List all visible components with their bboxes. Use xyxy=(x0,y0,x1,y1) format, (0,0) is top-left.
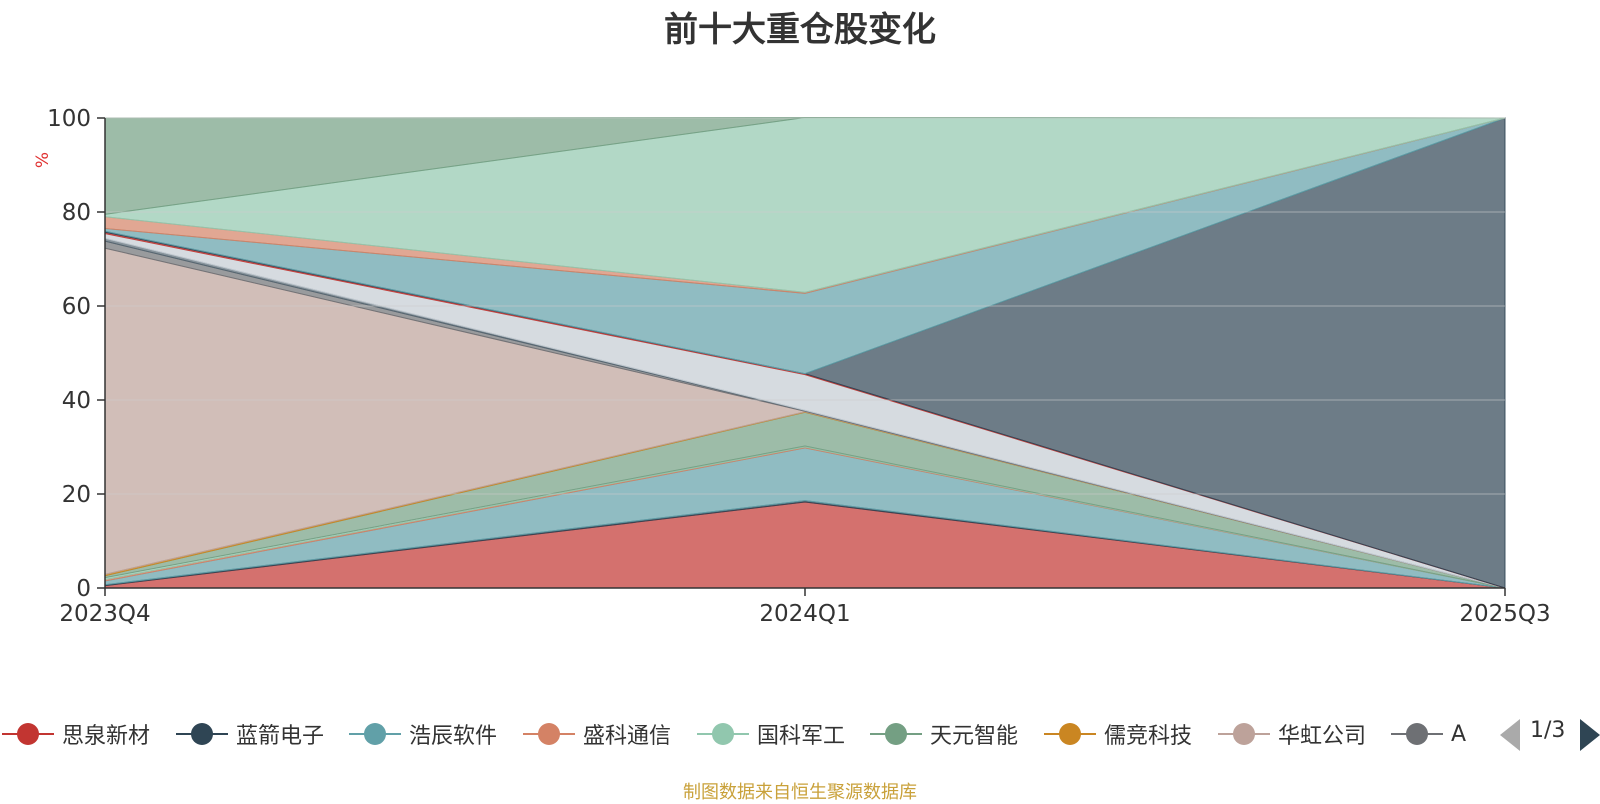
legend-label: 蓝箭电子 xyxy=(236,724,325,749)
grid-layer xyxy=(105,117,1505,495)
source-note: 制图数据来自恒生聚源数据库 xyxy=(683,782,917,803)
legend-item[interactable]: A xyxy=(1391,714,1466,754)
legend-item[interactable]: 儒竞科技 xyxy=(1044,714,1192,754)
legend-marker-icon xyxy=(1044,714,1096,754)
legend-label: 浩辰软件 xyxy=(409,724,498,749)
legend-item[interactable]: 国科军工 xyxy=(697,714,845,754)
legend-item[interactable]: 华虹公司 xyxy=(1218,714,1366,754)
legend-marker-icon xyxy=(1218,714,1270,754)
axis-layer: 0 20 40 60 80 100 2023Q4 2024Q1 2025Q3% xyxy=(33,106,1551,627)
legend-label: 天元智能 xyxy=(930,724,1019,749)
legend-item[interactable]: 思泉新材 xyxy=(2,714,150,754)
legend-label: 思泉新材 xyxy=(62,724,151,749)
y-tick-label: 60 xyxy=(62,294,91,320)
y-tick-label: 80 xyxy=(62,200,91,226)
legend-marker-icon xyxy=(697,714,749,754)
y-tick-label: 40 xyxy=(62,388,91,414)
series-layer xyxy=(104,117,1506,589)
legend-item[interactable]: 浩辰软件 xyxy=(349,714,497,754)
legend-marker-icon xyxy=(176,714,228,754)
legend-label: A xyxy=(1451,721,1467,747)
legend-label: 国科军工 xyxy=(757,724,846,749)
legend-marker-icon xyxy=(349,714,401,754)
legend-prev-page-button[interactable] xyxy=(1500,719,1520,751)
x-tick-label: 2023Q4 xyxy=(59,601,150,627)
y-tick-label: 0 xyxy=(76,576,91,602)
legend-marker-icon xyxy=(2,714,54,754)
legend-next-page-button[interactable] xyxy=(1580,719,1600,751)
y-tick-label: 100 xyxy=(47,106,91,132)
legend-item[interactable]: 天元智能 xyxy=(870,714,1018,754)
y-axis-unit-label: % xyxy=(33,152,53,168)
x-tick-label: 2025Q3 xyxy=(1459,601,1550,627)
legend-page-indicator: 1/3 xyxy=(1530,718,1566,743)
legend-marker-icon xyxy=(523,714,575,754)
chart-title: 前十大重仓股变化 xyxy=(664,10,936,50)
legend-label: 盛科通信 xyxy=(583,724,672,749)
legend-label: 华虹公司 xyxy=(1278,724,1367,749)
legend-marker-icon xyxy=(1391,714,1443,754)
legend: 思泉新材 蓝箭电子 浩辰软件 盛科通信 国科军工 天元智能 儒竞科技 华虹公司 A xyxy=(0,714,1467,754)
legend-label: 儒竞科技 xyxy=(1104,724,1193,749)
x-tick-label: 2024Q1 xyxy=(759,601,850,627)
legend-item[interactable]: 蓝箭电子 xyxy=(176,714,324,754)
legend-item[interactable]: 盛科通信 xyxy=(523,714,671,754)
legend-marker-icon xyxy=(870,714,922,754)
y-tick-label: 20 xyxy=(62,482,91,508)
